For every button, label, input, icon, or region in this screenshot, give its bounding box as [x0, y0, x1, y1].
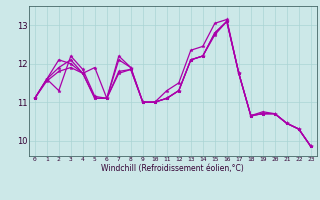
X-axis label: Windchill (Refroidissement éolien,°C): Windchill (Refroidissement éolien,°C): [101, 164, 244, 173]
